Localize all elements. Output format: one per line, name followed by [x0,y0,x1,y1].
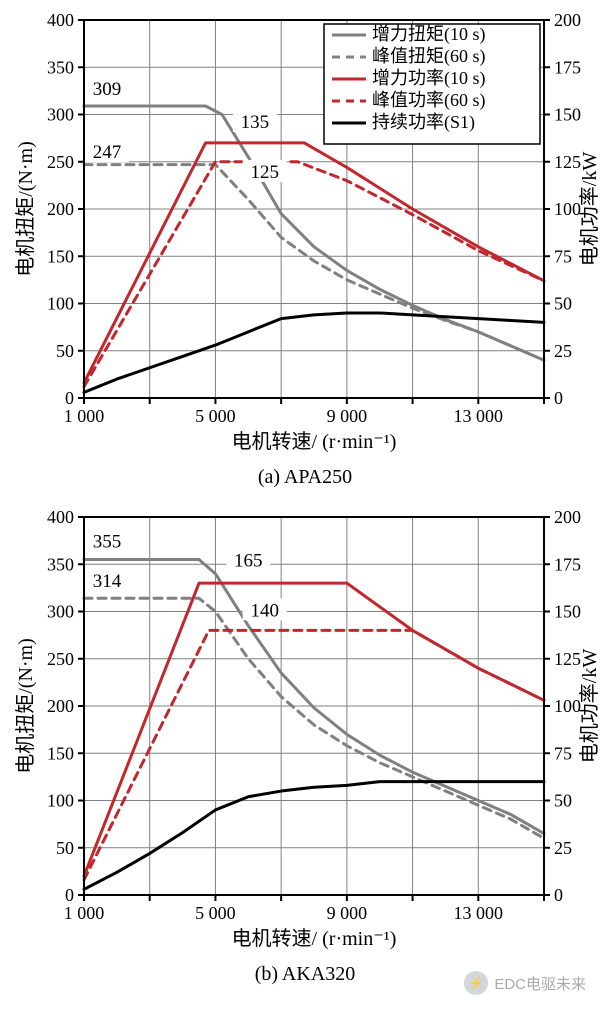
svg-text:1 000: 1 000 [64,903,105,923]
svg-text:100: 100 [554,696,581,716]
svg-text:100: 100 [47,294,74,314]
svg-text:200: 200 [47,696,74,716]
svg-text:25: 25 [554,838,572,858]
svg-text:250: 250 [47,649,74,669]
svg-text:5 000: 5 000 [195,903,236,923]
svg-text:50: 50 [56,838,74,858]
svg-text:175: 175 [554,57,581,77]
svg-text:增力扭矩(10 s): 增力扭矩(10 s) [372,24,486,45]
svg-text:峰值功率(60 s): 峰值功率(60 s) [372,90,486,111]
svg-text:125: 125 [554,152,581,172]
svg-text:峰值扭矩(60 s): 峰值扭矩(60 s) [372,46,486,67]
svg-text:电机转速/ (r·min⁻¹): 电机转速/ (r·min⁻¹) [232,430,397,453]
svg-text:0: 0 [554,388,563,408]
svg-text:247: 247 [93,142,122,163]
chart-b-svg: 1 0005 0009 00013 0000501001502002503003… [4,503,606,955]
chart-a-svg: 1 0005 0009 00013 0000501001502002503003… [4,6,606,458]
svg-text:200: 200 [47,199,74,219]
svg-text:355: 355 [93,531,122,552]
watermark: ⚡ EDC电驱未来 [464,971,586,995]
svg-text:309: 309 [93,79,122,100]
svg-text:175: 175 [554,554,581,574]
svg-text:电机功率/kW: 电机功率/kW [578,649,601,764]
svg-text:125: 125 [554,649,581,669]
svg-text:50: 50 [554,791,572,811]
chart-a-caption: (a) APA250 [4,466,606,489]
chart-b-block: 1 0005 0009 00013 0000501001502002503003… [4,503,606,955]
svg-text:135: 135 [241,112,270,133]
svg-text:400: 400 [47,10,74,30]
svg-text:电机转速/ (r·min⁻¹): 电机转速/ (r·min⁻¹) [232,927,397,950]
svg-text:250: 250 [47,152,74,172]
svg-text:150: 150 [554,602,581,622]
svg-text:5 000: 5 000 [195,406,236,426]
svg-text:314: 314 [93,571,122,592]
svg-text:0: 0 [554,885,563,905]
svg-text:100: 100 [554,199,581,219]
svg-text:9 000: 9 000 [327,406,368,426]
svg-text:13 000: 13 000 [454,406,504,426]
svg-text:0: 0 [65,885,74,905]
svg-text:150: 150 [47,743,74,763]
svg-text:350: 350 [47,554,74,574]
watermark-logo-icon: ⚡ [464,971,488,995]
svg-text:75: 75 [554,246,572,266]
svg-text:165: 165 [234,550,263,571]
watermark-text: EDC电驱未来 [494,973,586,994]
svg-text:140: 140 [250,600,279,621]
svg-text:13 000: 13 000 [454,903,504,923]
svg-text:1 000: 1 000 [64,406,105,426]
svg-text:200: 200 [554,10,581,30]
svg-text:350: 350 [47,57,74,77]
svg-text:200: 200 [554,507,581,527]
svg-text:75: 75 [554,743,572,763]
svg-text:400: 400 [47,507,74,527]
svg-text:50: 50 [554,294,572,314]
svg-text:持续功率(S1): 持续功率(S1) [372,112,475,133]
svg-text:125: 125 [250,162,279,183]
svg-text:150: 150 [554,105,581,125]
svg-text:50: 50 [56,341,74,361]
svg-text:300: 300 [47,602,74,622]
svg-text:0: 0 [65,388,74,408]
svg-text:150: 150 [47,246,74,266]
svg-text:9 000: 9 000 [327,903,368,923]
svg-text:25: 25 [554,341,572,361]
svg-text:电机扭矩/(N·m): 电机扭矩/(N·m) [14,141,37,277]
figure-container: 1 0005 0009 00013 0000501001502002503003… [0,0,610,1010]
svg-text:电机功率/kW: 电机功率/kW [578,152,601,267]
svg-text:增力功率(10 s): 增力功率(10 s) [372,68,486,89]
svg-text:电机扭矩/(N·m): 电机扭矩/(N·m) [14,638,37,774]
chart-a-block: 1 0005 0009 00013 0000501001502002503003… [4,6,606,458]
svg-text:300: 300 [47,105,74,125]
svg-text:100: 100 [47,791,74,811]
